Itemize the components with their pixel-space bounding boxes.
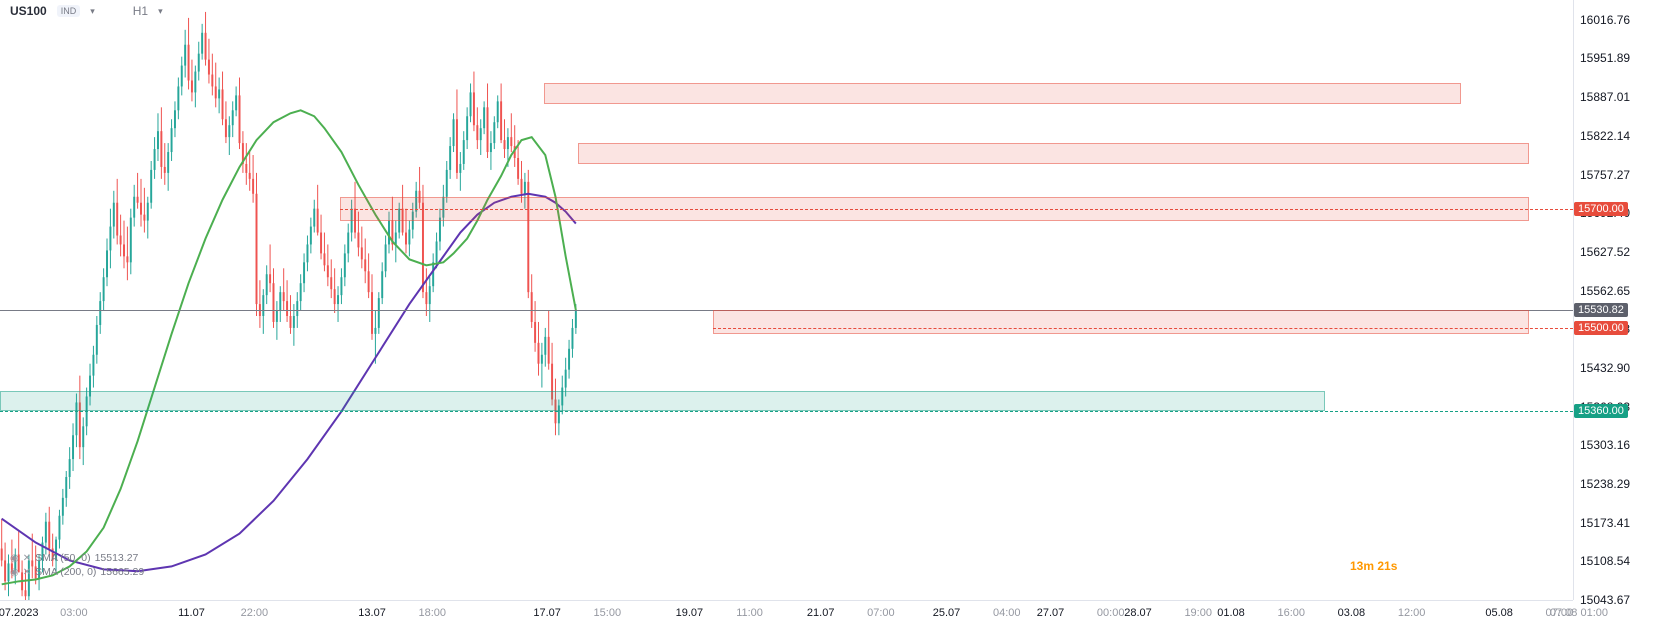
x-tick-label: 27.07 (1037, 607, 1065, 619)
y-tick-label: 15043.67 (1580, 593, 1630, 607)
sma-label: SMA (200, 0) (35, 566, 96, 578)
chart-toolbar: US100 IND ▾ H1 ▾ (10, 4, 163, 18)
symbol-dropdown-icon[interactable]: ▾ (90, 6, 95, 17)
x-tick-label: 12:00 (1398, 607, 1426, 619)
x-tick-label: 21.07 (807, 607, 835, 619)
y-tick-label: 15108.54 (1580, 554, 1630, 568)
x-tick-label: 03:00 (60, 607, 88, 619)
x-tick-label: 07.08 01:00 (1550, 607, 1608, 619)
x-tick-label: 18:00 (418, 607, 446, 619)
x-tick-label: 03.08 (1338, 607, 1366, 619)
eye-icon[interactable]: ◉ (10, 567, 19, 578)
y-tick-label: 16016.76 (1580, 13, 1630, 27)
x-tick-label: 10.07.2023 (0, 607, 38, 619)
close-icon[interactable]: ✕ (23, 567, 31, 578)
indicator-legend-sma50[interactable]: ◉ ✕ SMA (50, 0) 15513.27 (10, 552, 138, 564)
y-tick-label: 15562.65 (1580, 284, 1630, 298)
x-tick-label: 22:00 (241, 607, 269, 619)
x-tick-label: 07:00 (867, 607, 895, 619)
indicator-legend-sma200[interactable]: ◉ ✕ SMA (200, 0) 15665.29 (10, 566, 144, 578)
y-tick-label: 15303.16 (1580, 438, 1630, 452)
y-tick-label: 15757.27 (1580, 168, 1630, 182)
price-level-tag: 15530.82 (1574, 303, 1628, 317)
symbol-label[interactable]: US100 (10, 4, 47, 18)
x-tick-label: 01.08 (1217, 607, 1245, 619)
price-level-tag: 15700.00 (1574, 202, 1628, 216)
price-level-tag: 15500.00 (1574, 321, 1628, 335)
sma-value: 15513.27 (95, 552, 139, 564)
x-tick-label: 19.07 (676, 607, 704, 619)
y-tick-label: 15238.29 (1580, 477, 1630, 491)
y-tick-label: 15432.90 (1580, 361, 1630, 375)
y-tick-label: 15173.41 (1580, 516, 1630, 530)
price-axis[interactable]: 16016.76 15951.89 15887.01 15822.14 15757.27… (1573, 0, 1653, 600)
y-tick-label: 15887.01 (1580, 90, 1630, 104)
sma-value: 15665.29 (100, 566, 144, 578)
x-tick-label: 28.07 (1124, 607, 1152, 619)
time-axis[interactable]: 10.07.2023 03:00 11.07 22:00 13.07 18:00 17.07… (0, 600, 1573, 630)
x-tick-label: 17.07 (533, 607, 561, 619)
y-tick-label: 15822.14 (1580, 129, 1630, 143)
price-level-tag: 15360.00 (1574, 404, 1628, 418)
x-tick-label: 05.08 (1485, 607, 1513, 619)
timeframe-dropdown-icon[interactable]: ▾ (158, 6, 163, 17)
y-tick-label: 15951.89 (1580, 51, 1630, 65)
x-tick-label: 11:00 (736, 607, 763, 619)
instrument-badge: IND (57, 5, 81, 17)
x-tick-label: 04:00 (993, 607, 1021, 619)
bar-countdown: 13m 21s (1350, 559, 1397, 573)
x-tick-label: 11.07 (178, 607, 205, 619)
x-tick-label: 25.07 (933, 607, 961, 619)
x-tick-label: 15:00 (594, 607, 622, 619)
eye-icon[interactable]: ◉ (10, 553, 19, 564)
x-tick-label: 00:00 (1097, 607, 1125, 619)
candlestick-svg (0, 0, 1573, 600)
x-tick-label: 16:00 (1277, 607, 1305, 619)
chart-plot-area[interactable] (0, 0, 1573, 600)
timeframe-label[interactable]: H1 (133, 4, 148, 18)
x-tick-label: 19:00 (1184, 607, 1212, 619)
sma-label: SMA (50, 0) (35, 552, 90, 564)
close-icon[interactable]: ✕ (23, 553, 31, 564)
x-tick-label: 13.07 (358, 607, 386, 619)
y-tick-label: 15627.52 (1580, 245, 1630, 259)
